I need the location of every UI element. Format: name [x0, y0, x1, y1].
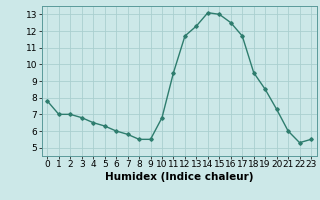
X-axis label: Humidex (Indice chaleur): Humidex (Indice chaleur) — [105, 172, 253, 182]
